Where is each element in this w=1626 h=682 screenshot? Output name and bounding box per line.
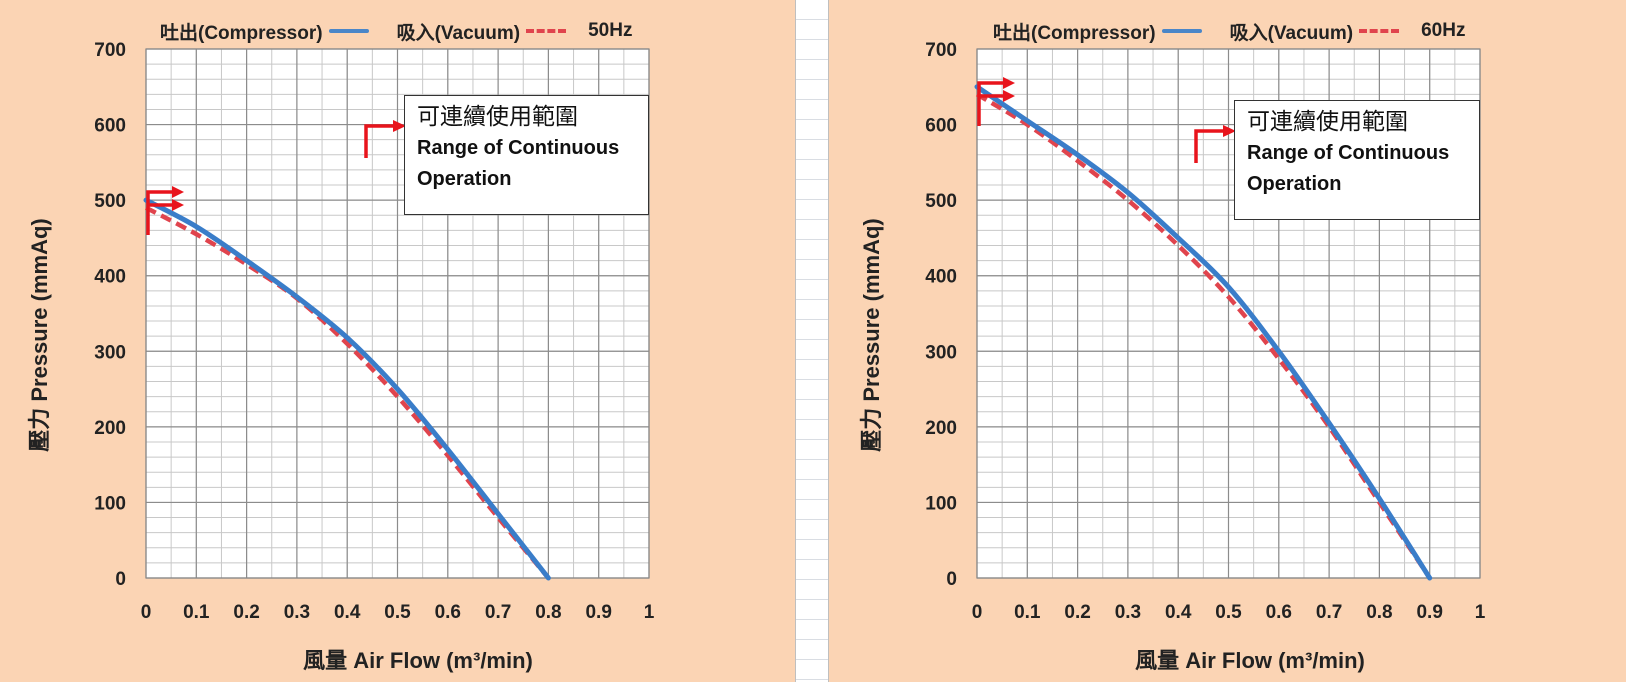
x-tick-label: 0.3 bbox=[1115, 602, 1141, 623]
note-pointer-arrow-head bbox=[1223, 125, 1236, 137]
x-tick-label: 0.2 bbox=[1064, 602, 1090, 623]
x-axis-label: 風量 Air Flow (m³/min) bbox=[303, 648, 533, 673]
legend-swatch-vacuum bbox=[526, 29, 567, 33]
legend-swatch-vacuum bbox=[1359, 29, 1400, 33]
y-tick-label: 600 bbox=[94, 116, 126, 137]
note-line-english-2: Operation bbox=[417, 168, 512, 190]
note-pointer-arrow-head bbox=[393, 120, 406, 132]
chart-legend-60hz: 吐出(Compressor) 吸入(Vacuum) 60Hz bbox=[993, 18, 1465, 44]
x-tick-label: 1 bbox=[1475, 602, 1486, 623]
note-pointer-arrow bbox=[1194, 129, 1226, 163]
legend-frequency-label: 60Hz bbox=[1421, 20, 1466, 41]
plot-border bbox=[145, 48, 650, 579]
range-start-arrows bbox=[977, 81, 1007, 126]
y-tick-label: 400 bbox=[94, 267, 126, 288]
y-tick-label: 100 bbox=[94, 493, 126, 514]
x-tick-label: 0.1 bbox=[1014, 602, 1041, 623]
continuous-operation-note: 可連續使用範圍 Range of Continuous Operation bbox=[1234, 100, 1480, 220]
x-tick-label: 0.8 bbox=[1366, 602, 1392, 623]
y-tick-label: 300 bbox=[925, 342, 957, 363]
y-tick-label: 500 bbox=[925, 191, 957, 212]
legend-label-compressor: 吐出(Compressor) bbox=[160, 22, 323, 44]
series-line-compressor bbox=[143, 197, 551, 581]
x-tick-label: 0.2 bbox=[233, 602, 259, 623]
y-tick-label: 100 bbox=[925, 493, 957, 514]
y-tick-label: 0 bbox=[946, 569, 957, 590]
y-tick-label: 600 bbox=[925, 116, 957, 137]
panel-divider bbox=[795, 0, 829, 682]
x-tick-label: 0.3 bbox=[284, 602, 310, 623]
range-arrow-head bbox=[1003, 90, 1015, 102]
y-tick-label: 300 bbox=[94, 342, 126, 363]
x-tick-label: 0.7 bbox=[485, 602, 511, 623]
series-line-vacuum bbox=[144, 205, 551, 580]
series-line-compressor bbox=[974, 84, 1433, 581]
y-tick-label: 500 bbox=[94, 191, 126, 212]
x-tick-label: 1 bbox=[644, 602, 655, 623]
legend-label-vacuum: 吸入(Vacuum) bbox=[396, 22, 521, 44]
x-tick-label: 0.7 bbox=[1316, 602, 1342, 623]
plot-border bbox=[976, 48, 1481, 579]
range-arrow-head bbox=[1003, 77, 1015, 89]
legend-frequency-label: 50Hz bbox=[588, 20, 633, 41]
range-start-arrows bbox=[146, 190, 176, 235]
x-tick-label: 0.4 bbox=[1165, 602, 1192, 623]
range-arrow-upper bbox=[977, 81, 1007, 126]
x-tick-label: 0.6 bbox=[1266, 602, 1292, 623]
legend-label-vacuum: 吸入(Vacuum) bbox=[1229, 22, 1354, 44]
x-tick-label: 0.5 bbox=[384, 602, 411, 623]
note-line-english-1: Range of Continuous bbox=[417, 137, 620, 159]
continuous-operation-note: 可連續使用範圍 Range of Continuous Operation bbox=[404, 95, 649, 215]
x-tick-label: 0.6 bbox=[435, 602, 461, 623]
x-tick-label: 0.8 bbox=[535, 602, 561, 623]
y-tick-label: 0 bbox=[115, 569, 126, 590]
y-tick-label: 200 bbox=[94, 418, 126, 439]
y-tick-label: 700 bbox=[94, 40, 126, 61]
x-tick-label: 0.4 bbox=[334, 602, 361, 623]
y-axis-label: 壓力 Pressure (mmAq) bbox=[859, 218, 884, 452]
legend-label-compressor: 吐出(Compressor) bbox=[993, 22, 1156, 44]
x-tick-label: 0.1 bbox=[183, 602, 210, 623]
x-tick-label: 0 bbox=[141, 602, 152, 623]
note-line-english-2: Operation bbox=[1247, 173, 1342, 195]
y-tick-label: 200 bbox=[925, 418, 957, 439]
x-axis-label: 風量 Air Flow (m³/min) bbox=[1135, 648, 1365, 673]
legend-swatch-compressor bbox=[1161, 29, 1202, 33]
note-line-chinese: 可連續使用範圍 bbox=[1247, 109, 1408, 135]
y-tick-label: 400 bbox=[925, 267, 957, 288]
range-arrow-head bbox=[172, 186, 184, 198]
x-tick-label: 0.9 bbox=[1416, 602, 1442, 623]
x-tick-label: 0.5 bbox=[1215, 602, 1242, 623]
legend-swatch-compressor bbox=[328, 29, 369, 33]
range-arrow-head bbox=[172, 199, 184, 211]
x-tick-label: 0 bbox=[972, 602, 983, 623]
range-arrow-upper bbox=[146, 190, 176, 235]
note-pointer-arrow bbox=[364, 124, 396, 158]
note-line-chinese: 可連續使用範圍 bbox=[417, 104, 578, 130]
x-tick-label: 0.9 bbox=[585, 602, 611, 623]
chart-legend-50hz: 吐出(Compressor) 吸入(Vacuum) 50Hz bbox=[160, 18, 632, 44]
note-line-english-1: Range of Continuous bbox=[1247, 142, 1450, 164]
y-tick-label: 700 bbox=[925, 40, 957, 61]
